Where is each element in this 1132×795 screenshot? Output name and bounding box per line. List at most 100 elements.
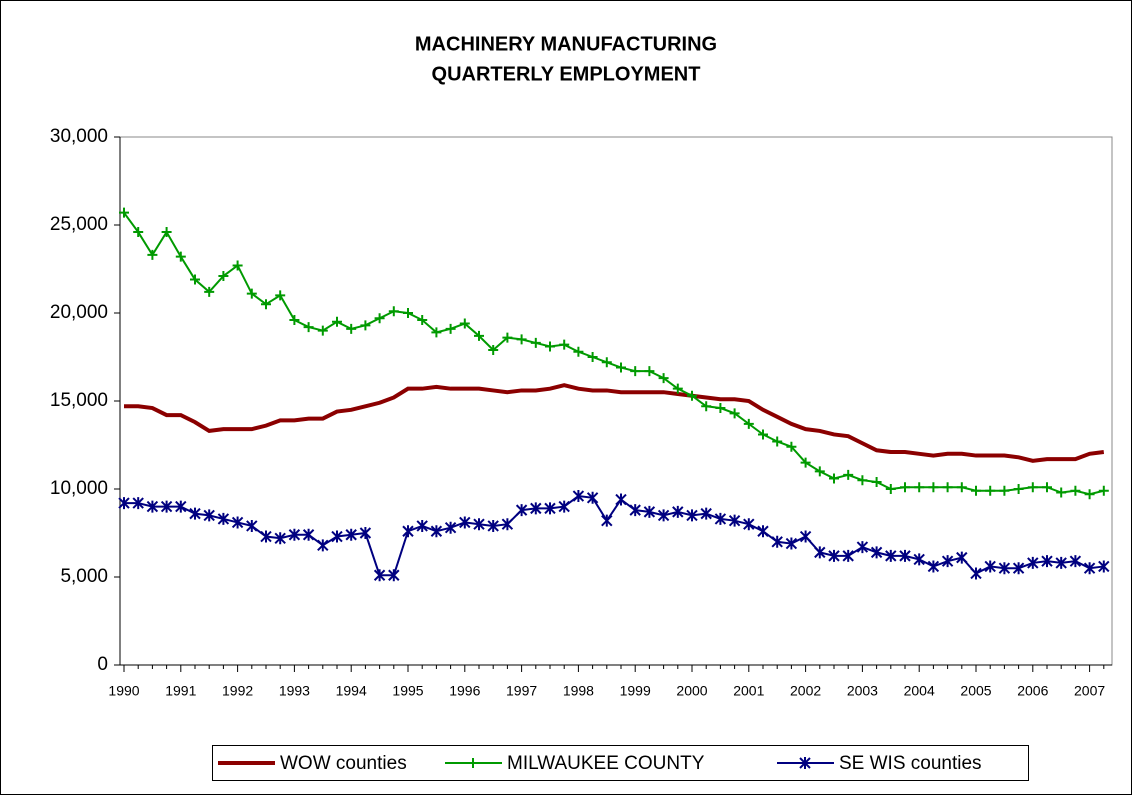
x-tick-label: 1991 — [165, 683, 196, 699]
marker — [956, 551, 968, 564]
marker — [644, 366, 655, 377]
marker — [189, 507, 201, 520]
marker — [1027, 482, 1038, 493]
marker — [516, 334, 527, 345]
marker — [658, 373, 669, 384]
x-tick-label: 1996 — [449, 683, 480, 699]
marker — [856, 541, 869, 554]
y-tick-label: 0 — [97, 654, 108, 675]
marker — [331, 530, 343, 543]
marker — [743, 518, 755, 531]
y-tick-label: 15,000 — [50, 390, 108, 411]
marker — [246, 519, 258, 532]
marker — [558, 500, 570, 513]
x-tick-label: 2001 — [733, 683, 764, 699]
marker — [488, 344, 499, 355]
marker — [459, 516, 471, 529]
marker — [161, 227, 172, 238]
marker — [758, 429, 768, 440]
marker — [885, 549, 897, 562]
x-tick-label: 2007 — [1074, 683, 1105, 699]
plot-area — [119, 136, 1113, 666]
marker — [345, 528, 357, 541]
marker — [246, 288, 257, 299]
marker — [317, 325, 328, 336]
marker — [1069, 555, 1082, 568]
marker — [587, 352, 598, 362]
marker — [317, 539, 329, 552]
marker — [928, 482, 939, 493]
marker — [799, 530, 812, 543]
marker — [275, 290, 286, 301]
marker — [444, 521, 457, 534]
marker — [289, 315, 300, 326]
marker — [431, 327, 442, 338]
marker — [942, 482, 953, 493]
marker — [288, 528, 301, 541]
marker — [927, 560, 940, 573]
series — [118, 490, 1110, 582]
marker — [829, 473, 839, 484]
chart-title: MACHINERY MANUFACTURING — [415, 33, 717, 55]
marker — [814, 546, 826, 559]
series-line — [124, 494, 1104, 577]
marker — [870, 546, 883, 559]
marker — [302, 528, 315, 541]
marker — [374, 313, 385, 324]
marker — [190, 274, 200, 285]
marker — [445, 323, 456, 334]
marker — [403, 308, 413, 318]
marker — [686, 509, 698, 522]
y-tick-label: 25,000 — [50, 214, 108, 235]
marker — [274, 532, 286, 545]
x-tick-label: 1998 — [563, 683, 594, 699]
marker — [601, 514, 613, 527]
marker — [956, 482, 967, 493]
x-tick-label: 1992 — [222, 683, 253, 699]
marker — [586, 491, 599, 504]
marker — [771, 535, 783, 548]
marker — [900, 482, 910, 493]
marker — [544, 502, 556, 515]
series-line — [124, 383, 1105, 463]
series — [124, 383, 1105, 463]
marker — [474, 330, 484, 341]
x-tick-label: 1999 — [620, 683, 651, 699]
marker — [118, 497, 130, 510]
marker — [260, 530, 272, 543]
x-tick-label: 2005 — [960, 683, 991, 699]
marker — [303, 322, 314, 333]
marker — [417, 315, 428, 326]
marker — [1041, 555, 1053, 568]
marker — [573, 346, 584, 357]
marker — [388, 306, 399, 317]
marker — [133, 227, 144, 238]
marker — [1013, 484, 1024, 494]
marker — [218, 271, 229, 282]
marker — [231, 516, 244, 529]
marker — [728, 514, 741, 527]
x-tick-label: 1990 — [108, 683, 139, 699]
legend-box — [212, 745, 1029, 781]
marker — [119, 207, 129, 218]
y-tick-label: 10,000 — [50, 478, 108, 499]
x-tick-label: 2006 — [1017, 683, 1048, 699]
marker — [715, 403, 726, 414]
marker — [814, 466, 825, 477]
marker — [1098, 485, 1109, 496]
marker — [147, 249, 158, 260]
marker — [701, 401, 712, 412]
marker — [146, 500, 159, 513]
marker — [473, 518, 485, 531]
marker — [1084, 489, 1095, 500]
marker — [629, 504, 641, 517]
marker — [402, 525, 414, 538]
marker — [359, 527, 372, 539]
marker — [502, 332, 513, 343]
marker — [559, 339, 570, 350]
legend-label: WOW counties — [280, 753, 407, 774]
marker — [871, 476, 882, 487]
marker — [914, 482, 925, 493]
marker — [373, 569, 386, 582]
marker — [160, 500, 173, 513]
